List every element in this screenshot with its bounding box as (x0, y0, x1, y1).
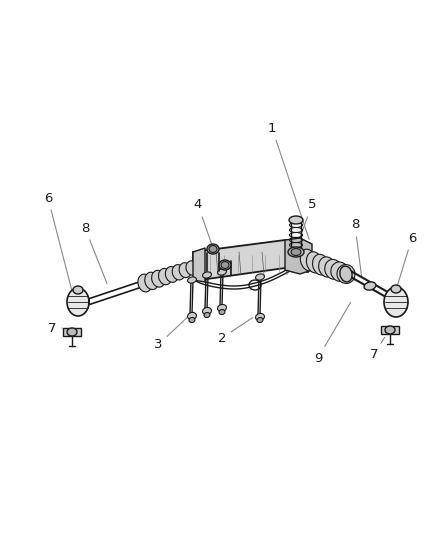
Text: 8: 8 (351, 219, 362, 277)
Text: 7: 7 (370, 337, 385, 361)
Ellipse shape (221, 262, 229, 269)
Ellipse shape (189, 318, 195, 322)
Text: 7: 7 (48, 321, 62, 335)
Ellipse shape (318, 257, 336, 277)
Ellipse shape (291, 248, 301, 255)
Ellipse shape (204, 312, 210, 318)
Ellipse shape (138, 274, 152, 292)
Ellipse shape (288, 247, 304, 257)
Text: 6: 6 (397, 231, 416, 287)
Ellipse shape (313, 254, 329, 275)
Ellipse shape (172, 264, 185, 280)
Text: 5: 5 (297, 198, 316, 245)
Text: 3: 3 (154, 312, 193, 351)
Text: 2: 2 (218, 318, 253, 344)
Ellipse shape (384, 287, 408, 317)
Ellipse shape (219, 260, 231, 270)
Text: 1: 1 (268, 122, 309, 239)
Ellipse shape (202, 308, 212, 314)
Ellipse shape (325, 260, 342, 279)
Ellipse shape (179, 263, 191, 278)
Ellipse shape (300, 249, 316, 271)
Ellipse shape (159, 269, 172, 285)
Ellipse shape (207, 244, 219, 254)
Ellipse shape (289, 216, 303, 224)
Ellipse shape (257, 318, 263, 322)
Ellipse shape (145, 272, 159, 289)
Ellipse shape (364, 282, 376, 290)
Ellipse shape (67, 288, 89, 316)
Ellipse shape (331, 262, 349, 281)
Ellipse shape (218, 269, 226, 275)
Ellipse shape (202, 272, 212, 278)
Ellipse shape (255, 274, 265, 280)
Polygon shape (193, 248, 205, 282)
Polygon shape (193, 240, 310, 280)
Text: 8: 8 (81, 222, 107, 284)
Ellipse shape (186, 261, 198, 275)
Text: 9: 9 (314, 302, 350, 365)
Ellipse shape (337, 264, 355, 284)
Ellipse shape (187, 312, 197, 320)
Ellipse shape (73, 286, 83, 294)
Ellipse shape (340, 266, 352, 282)
Ellipse shape (255, 313, 265, 320)
Text: 4: 4 (194, 198, 212, 245)
Ellipse shape (209, 246, 217, 253)
Ellipse shape (152, 270, 165, 287)
Ellipse shape (67, 328, 77, 336)
Ellipse shape (385, 326, 395, 334)
Ellipse shape (187, 277, 196, 283)
Ellipse shape (218, 304, 226, 312)
FancyBboxPatch shape (381, 326, 399, 334)
Polygon shape (285, 238, 312, 274)
FancyBboxPatch shape (63, 328, 81, 336)
Text: 6: 6 (44, 191, 72, 292)
Ellipse shape (391, 285, 401, 293)
Ellipse shape (219, 310, 225, 314)
Ellipse shape (166, 266, 178, 282)
Ellipse shape (307, 252, 322, 273)
